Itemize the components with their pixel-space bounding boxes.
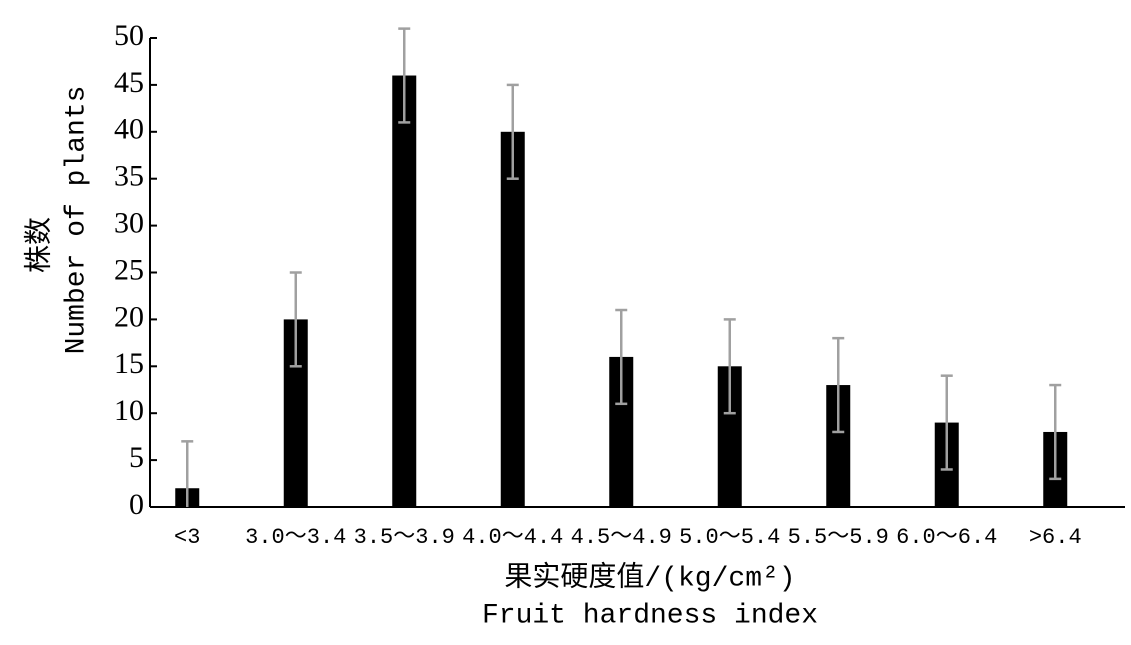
error-bar xyxy=(1049,383,1062,481)
x-tick-label: 3.0～3.4 xyxy=(245,525,346,550)
plot-area xyxy=(175,27,1068,507)
x-tick-label: >6.4 xyxy=(1029,525,1082,550)
error-bar xyxy=(289,271,302,368)
x-tick-label: <3 xyxy=(174,525,200,550)
y-tick-label: 40 xyxy=(114,113,144,146)
error-bar xyxy=(615,308,628,406)
x-axis-label-en: Fruit hardness index xyxy=(482,600,818,631)
x-axis-label: 果实硬度值/(kg/cm²) xyxy=(504,560,795,594)
error-bar xyxy=(940,374,953,471)
x-tick-label: 4.0～4.4 xyxy=(462,525,563,550)
x-tick-label: 5.0～5.4 xyxy=(679,525,780,550)
error-bar xyxy=(723,318,736,415)
y-tick-label: 15 xyxy=(114,347,144,380)
error-bar xyxy=(398,27,411,124)
x-tick-label: 3.5～3.9 xyxy=(354,525,455,550)
y-tick-label: 35 xyxy=(114,160,144,193)
x-tick-label: 6.0～6.4 xyxy=(896,525,997,550)
y-axis-label-en: Number of plants xyxy=(61,86,92,355)
error-bar xyxy=(832,336,845,434)
x-tick-label: 5.5～5.9 xyxy=(788,525,889,550)
y-tick-label: 30 xyxy=(114,206,144,239)
y-tick-label: 20 xyxy=(114,300,144,333)
y-tick-label: 5 xyxy=(129,441,144,474)
y-tick-label: 25 xyxy=(114,253,144,286)
y-axis-label: 株数 xyxy=(22,217,56,273)
bar xyxy=(392,75,417,507)
y-tick-label: 50 xyxy=(114,19,144,52)
error-bar xyxy=(506,83,519,180)
x-tick-label: 4.5～4.9 xyxy=(571,525,672,550)
y-tick-label: 0 xyxy=(129,488,144,521)
error-bar xyxy=(181,440,194,507)
y-tick-label: 45 xyxy=(114,66,144,99)
bar xyxy=(500,131,525,507)
y-tick-label: 10 xyxy=(114,394,144,427)
